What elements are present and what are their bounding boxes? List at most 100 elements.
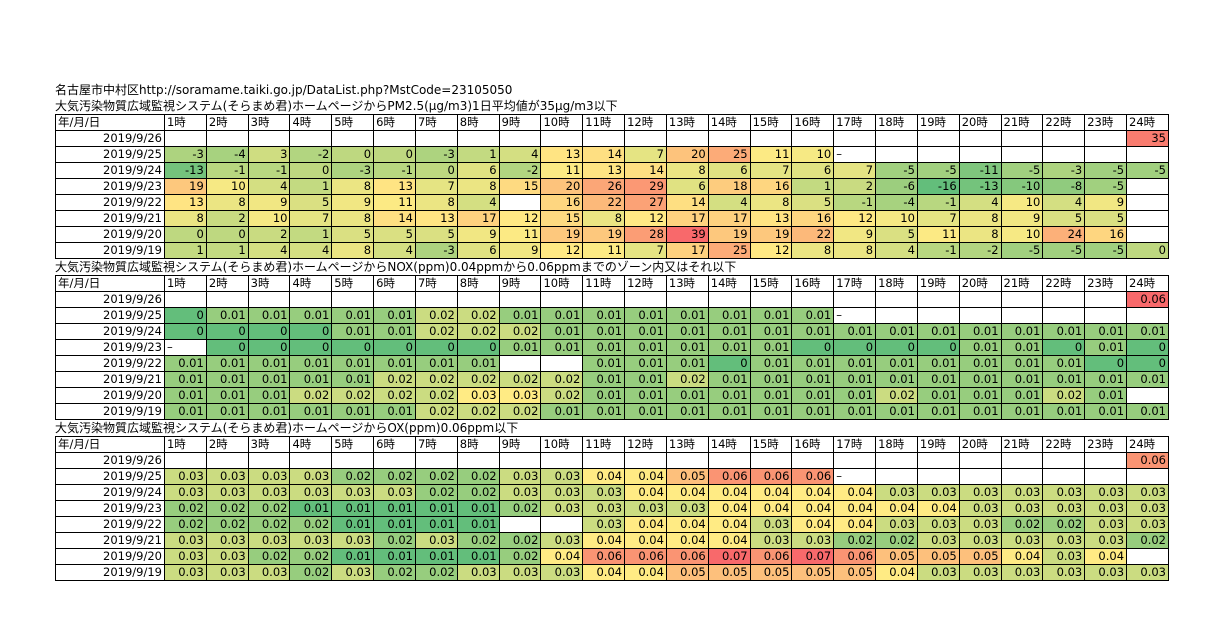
value-cell: 9 bbox=[1084, 194, 1128, 211]
hour-header: 19時 bbox=[916, 114, 960, 131]
hour-header: 14時 bbox=[707, 436, 751, 453]
value-cell: 0.04 bbox=[791, 484, 835, 501]
hour-header: 18時 bbox=[875, 275, 918, 292]
value-cell: 0.01 bbox=[456, 516, 500, 533]
value-cell bbox=[707, 452, 751, 469]
value-cell: -2 bbox=[498, 162, 542, 179]
value-cell bbox=[1042, 146, 1086, 163]
value-cell bbox=[456, 452, 500, 469]
value-cell: 7 bbox=[414, 178, 458, 195]
value-cell: 13 bbox=[414, 210, 458, 227]
value-cell: 0.01 bbox=[247, 387, 291, 404]
value-cell: 0.04 bbox=[707, 484, 751, 501]
value-cell: 0.03 bbox=[331, 564, 375, 581]
value-cell: 8 bbox=[749, 194, 793, 211]
value-cell: 0.06 bbox=[1126, 291, 1169, 308]
hour-header: 13時 bbox=[665, 275, 709, 292]
hour-header: 2時 bbox=[205, 436, 249, 453]
value-cell: 0.02 bbox=[665, 371, 709, 388]
value-cell: 0.01 bbox=[1000, 403, 1044, 420]
value-cell bbox=[916, 291, 960, 308]
value-cell: 0.02 bbox=[875, 532, 918, 549]
value-cell bbox=[414, 130, 458, 147]
value-cell: 9 bbox=[498, 242, 542, 259]
hour-header: 3時 bbox=[247, 114, 291, 131]
value-cell: 7 bbox=[624, 242, 667, 259]
value-cell bbox=[1042, 307, 1086, 324]
value-cell bbox=[1084, 130, 1128, 147]
hour-header: 7時 bbox=[414, 275, 458, 292]
value-cell: 0.01 bbox=[749, 307, 793, 324]
value-cell: 0.01 bbox=[331, 516, 375, 533]
hour-header: 8時 bbox=[456, 275, 500, 292]
date-cell: 2019/9/21 bbox=[55, 371, 165, 388]
value-cell: -13 bbox=[163, 162, 207, 179]
value-cell: -2 bbox=[289, 146, 333, 163]
value-cell: -13 bbox=[958, 178, 1002, 195]
hour-header: 18時 bbox=[875, 114, 918, 131]
value-cell: 0.02 bbox=[540, 371, 584, 388]
hour-header: 5時 bbox=[331, 114, 375, 131]
value-cell: 0.03 bbox=[163, 468, 207, 485]
value-cell: 22 bbox=[791, 226, 835, 243]
value-cell: 0.03 bbox=[875, 516, 918, 533]
value-cell: – bbox=[833, 307, 877, 324]
date-cell: 2019/9/22 bbox=[55, 194, 165, 211]
header-row: 年/月/日 1時 2時 3時 4時 5時 6時 7時 8時 9時 10時 11時 12時 13時 14時 15… bbox=[55, 436, 1169, 453]
date-cell: 2019/9/20 bbox=[55, 226, 165, 243]
value-cell: 7 bbox=[289, 210, 333, 227]
value-cell: 0.04 bbox=[624, 532, 667, 549]
value-cell: 0.07 bbox=[707, 548, 751, 565]
value-cell: 4 bbox=[247, 242, 291, 259]
value-cell: 0.01 bbox=[247, 307, 291, 324]
value-cell: 0.01 bbox=[205, 387, 249, 404]
value-cell: -1 bbox=[833, 194, 877, 211]
date-cell: 2019/9/24 bbox=[55, 162, 165, 179]
value-cell: 0 bbox=[289, 162, 333, 179]
value-cell: 0.01 bbox=[247, 355, 291, 372]
value-cell: 2 bbox=[833, 178, 877, 195]
value-cell: 0.04 bbox=[582, 532, 626, 549]
value-cell: 0.01 bbox=[624, 403, 667, 420]
table-row: 2019/9/25 0 0.01 0.01 0.01 0.01 0.01 0.02 0.02 0.… bbox=[55, 307, 1169, 324]
value-cell bbox=[875, 130, 918, 147]
value-cell: 0.02 bbox=[205, 500, 249, 517]
date-header: 年/月/日 bbox=[55, 114, 165, 131]
value-cell: 8 bbox=[414, 194, 458, 211]
value-cell bbox=[749, 452, 793, 469]
value-cell: -8 bbox=[1042, 178, 1086, 195]
value-cell: 0.02 bbox=[289, 548, 333, 565]
value-cell: 16 bbox=[791, 210, 835, 227]
value-cell: -5 bbox=[1084, 162, 1128, 179]
value-cell bbox=[1042, 468, 1086, 485]
value-cell: 0.01 bbox=[163, 387, 207, 404]
value-cell: 12 bbox=[624, 210, 667, 227]
hour-header: 11時 bbox=[582, 114, 626, 131]
value-cell: 0.04 bbox=[582, 468, 626, 485]
hour-header: 20時 bbox=[958, 436, 1002, 453]
date-cell: 2019/9/23 bbox=[55, 339, 165, 356]
hour-header: 24時 bbox=[1126, 436, 1169, 453]
value-cell: 0.03 bbox=[916, 516, 960, 533]
value-cell: 0 bbox=[205, 339, 249, 356]
value-cell: 0.03 bbox=[875, 484, 918, 501]
value-cell: 0.01 bbox=[373, 355, 416, 372]
value-cell: 0.03 bbox=[1042, 484, 1086, 501]
value-cell: 0.01 bbox=[414, 516, 458, 533]
date-header: 年/月/日 bbox=[55, 436, 165, 453]
value-cell: 0.03 bbox=[958, 532, 1002, 549]
value-cell: 0.01 bbox=[791, 323, 835, 340]
hour-header: 15時 bbox=[749, 436, 793, 453]
value-cell: 0.02 bbox=[498, 403, 542, 420]
value-cell: 0.01 bbox=[163, 355, 207, 372]
value-cell bbox=[498, 516, 542, 533]
value-cell: 0.01 bbox=[1000, 387, 1044, 404]
value-cell bbox=[582, 291, 626, 308]
value-cell: 0.04 bbox=[707, 516, 751, 533]
value-cell: -5 bbox=[1126, 162, 1169, 179]
value-cell: 13 bbox=[373, 178, 416, 195]
value-cell: 0 bbox=[373, 146, 416, 163]
value-cell: 0.01 bbox=[875, 371, 918, 388]
hour-header: 24時 bbox=[1126, 275, 1169, 292]
value-cell: -5 bbox=[875, 162, 918, 179]
